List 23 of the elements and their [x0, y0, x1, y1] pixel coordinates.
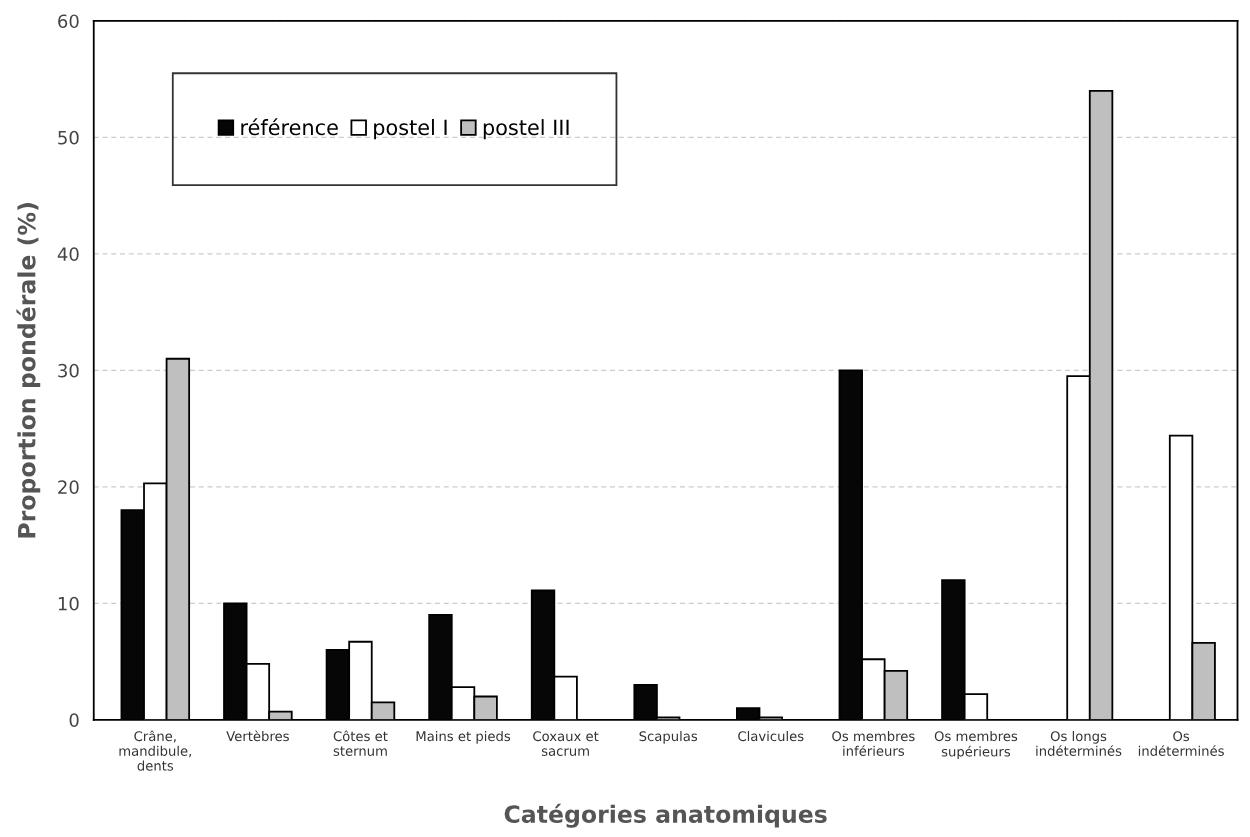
y-tick-label: 60 [58, 14, 79, 29]
legend-label: référence [241, 118, 338, 136]
x-tick-label: Os longs indéterminés [1036, 730, 1122, 756]
x-tick-label: Vertèbres [226, 730, 289, 742]
y-tick-label: 20 [58, 480, 79, 494]
x-tick-label: Coxaux et sacrum [533, 731, 599, 756]
x-axis-title: Catégories anatomiques [504, 803, 827, 828]
x-tick-label: Crâne, mandibule, dents [119, 730, 192, 771]
x-tick-label: Os indéterminés [1138, 731, 1224, 756]
x-tick-label: Os membres supérieurs [934, 730, 1018, 760]
x-tick-label: Scapulas [639, 730, 698, 744]
y-tick-label: 50 [58, 130, 79, 145]
x-tick-label: Mains et pieds [416, 730, 511, 744]
y-tick-label: 10 [58, 596, 79, 611]
y-tick-label: 30 [58, 363, 79, 378]
legend-label: postel III [483, 119, 569, 140]
y-tick-label: 0 [69, 713, 79, 727]
x-tick-label: Clavicules [738, 730, 804, 742]
y-tick-label: 40 [57, 247, 79, 262]
x-tick-label: Côtes et sternum [333, 730, 388, 756]
legend-label: postel I [374, 119, 447, 140]
y-axis-title: Proportion pondérale (%) [16, 203, 41, 538]
x-tick-label: Os membres inférieurs [832, 730, 915, 756]
